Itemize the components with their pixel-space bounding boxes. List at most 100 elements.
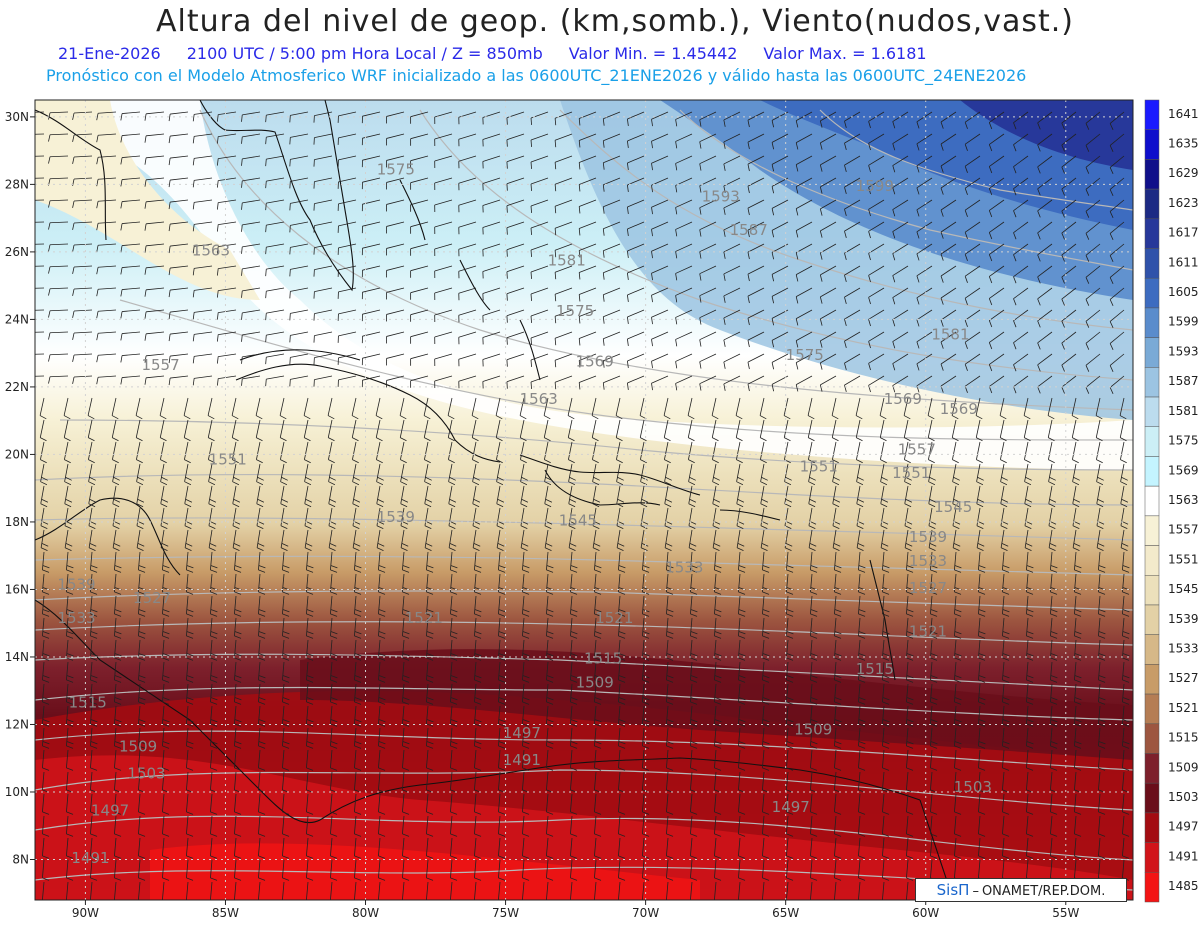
wind-barb — [304, 485, 313, 508]
wind-barb — [810, 595, 818, 617]
wind-barb — [1072, 441, 1079, 464]
wind-barb — [760, 463, 768, 486]
wind-barb — [168, 265, 189, 276]
wind-barb — [964, 199, 981, 217]
wind-barb — [1048, 529, 1057, 552]
wind-barb — [795, 309, 813, 326]
wind-barb — [988, 265, 1005, 284]
longitude-labels: 90W 85W 80W 75W 70W 65W 60W 55W — [72, 900, 1079, 920]
wind-barb — [1109, 221, 1125, 241]
wind-barb — [63, 419, 71, 442]
wind-barb — [627, 111, 645, 126]
wind-barb — [474, 551, 482, 573]
wind-barb — [940, 309, 957, 327]
wind-barb — [111, 419, 119, 442]
wind-barb — [434, 243, 453, 256]
colorbar-swatch — [1144, 159, 1160, 190]
wind-barb — [916, 331, 933, 349]
wind-barb — [699, 111, 717, 127]
wind-barb — [265, 375, 285, 387]
wind-barb — [868, 243, 885, 261]
wind-barb — [675, 353, 693, 369]
wind-barb — [1109, 309, 1125, 329]
wind-barb — [184, 441, 191, 464]
wind-barb — [762, 595, 770, 617]
colorbar-label: 1629 — [1168, 166, 1199, 180]
wind-barb — [675, 155, 693, 171]
colorbar-label: 1635 — [1168, 137, 1199, 151]
wind-barb — [1119, 397, 1127, 420]
wind-barb — [554, 375, 573, 390]
wind-barb — [688, 485, 697, 508]
wind-barb — [410, 133, 429, 146]
wind-barb — [241, 199, 261, 210]
wind-barb — [168, 287, 189, 298]
wind-barb — [280, 529, 289, 552]
wind-barb — [458, 353, 477, 367]
wind-barb — [87, 419, 95, 442]
wind-barb — [289, 331, 309, 343]
wind-barb — [144, 265, 165, 275]
contour-label: 1551 — [800, 457, 838, 475]
wind-barb — [120, 375, 141, 385]
wind-barb — [192, 287, 213, 298]
wind-barb — [144, 199, 165, 209]
wind-barb — [1050, 595, 1058, 617]
wind-barb — [241, 177, 261, 188]
wind-barb — [844, 221, 861, 238]
wind-barb — [482, 177, 501, 191]
wind-barb — [448, 441, 455, 464]
wind-barb — [434, 309, 453, 322]
wind-barb — [241, 375, 261, 386]
wind-barb — [723, 331, 741, 347]
wind-barb — [640, 441, 647, 464]
wind-barb — [207, 397, 215, 420]
wind-barb — [386, 331, 405, 344]
wind-barb — [1074, 551, 1082, 573]
wind-barb — [386, 309, 405, 322]
wind-barb — [216, 331, 237, 342]
wind-barb — [208, 463, 216, 486]
wind-barb — [450, 595, 458, 617]
wind-barb — [234, 551, 242, 573]
wind-barb — [289, 287, 309, 299]
wind-barb — [687, 419, 695, 442]
wind-barb — [688, 463, 696, 486]
wind-barb — [568, 485, 577, 508]
wind-barb — [530, 309, 549, 323]
wind-barb — [616, 441, 623, 464]
colorbar-swatch — [1144, 545, 1160, 576]
contour-label: 1539 — [377, 508, 415, 526]
wind-barb — [916, 243, 933, 261]
lon-label: 55W — [1052, 906, 1079, 920]
wind-barb — [216, 133, 237, 144]
wind-barb — [450, 551, 458, 573]
wind-barb — [120, 111, 141, 121]
wind-barb — [144, 353, 165, 363]
wind-barb — [675, 265, 693, 281]
wind-barb — [554, 221, 573, 236]
wind-barb — [72, 309, 93, 318]
wind-barb — [136, 441, 143, 464]
wind-barb — [759, 397, 767, 420]
wind-barb — [642, 617, 650, 639]
wind-barb — [688, 529, 697, 552]
wind-barb — [544, 441, 551, 464]
wind-barb — [627, 177, 645, 192]
wind-barb — [892, 243, 909, 261]
wind-barb — [210, 617, 218, 639]
wind-barb — [400, 441, 407, 464]
wind-barb — [640, 485, 649, 508]
wind-barb — [1109, 111, 1125, 131]
wind-barb — [48, 111, 69, 120]
wind-barb — [386, 265, 405, 278]
wind-barb — [1085, 199, 1101, 218]
wind-barb — [578, 221, 597, 236]
wind-barb — [159, 397, 167, 420]
wind-barb — [964, 331, 981, 349]
wind-barb — [1061, 309, 1077, 328]
wind-barb — [795, 177, 813, 194]
wind-barb — [474, 595, 482, 617]
wind-barb — [951, 419, 959, 442]
wind-barb — [546, 551, 554, 573]
